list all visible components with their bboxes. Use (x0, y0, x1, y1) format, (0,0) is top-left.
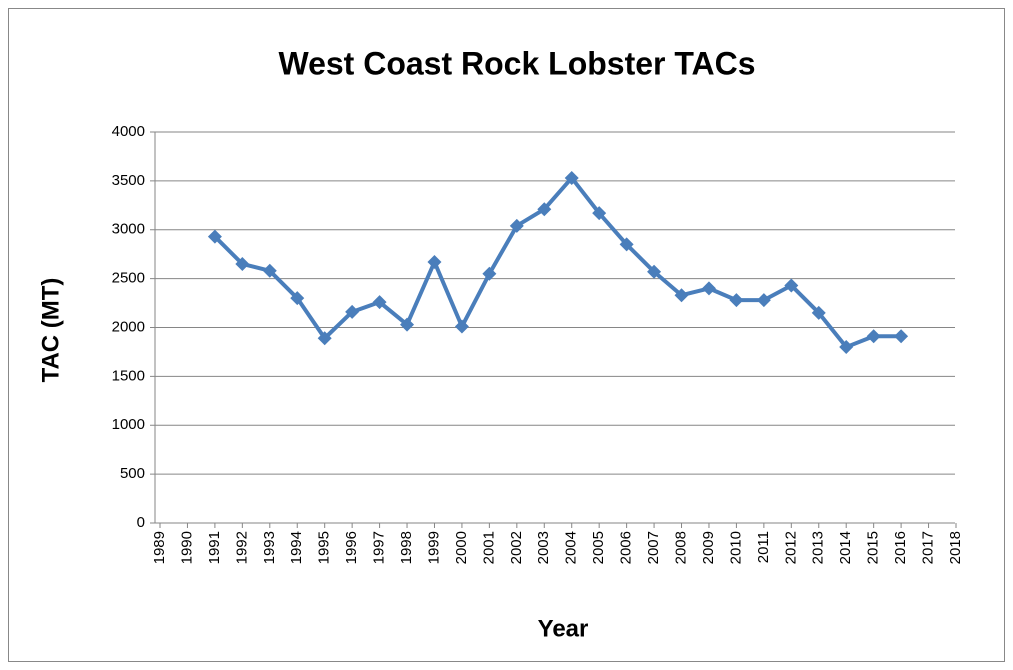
data-point (647, 264, 662, 279)
data-point (839, 340, 854, 355)
x-tick-label: 2011 (755, 531, 772, 563)
y-tick-label: 1000 (112, 416, 145, 433)
data-point (674, 288, 689, 303)
y-axis-label: TAC (MT) (37, 278, 64, 383)
x-tick-label: 2006 (618, 531, 635, 564)
x-tick-label: 2000 (453, 531, 470, 564)
data-point (207, 229, 222, 244)
data-point (262, 263, 277, 278)
x-tick-label: 2009 (700, 531, 717, 564)
x-tick-label: 2014 (837, 531, 854, 564)
x-tick-label: 2008 (672, 531, 689, 564)
data-point (537, 202, 552, 217)
data-point (592, 206, 607, 221)
data-point (454, 319, 469, 334)
x-tick-label: 1989 (151, 531, 168, 564)
x-tick-label: 2016 (892, 531, 909, 564)
x-tick-label: 1999 (425, 531, 442, 564)
chart-title: West Coast Rock Lobster TACs (278, 45, 755, 81)
data-point (427, 255, 442, 270)
data-point (729, 293, 744, 308)
x-tick-label: 1993 (261, 531, 278, 564)
y-tick-label: 2000 (112, 318, 145, 335)
data-point (290, 291, 305, 306)
x-tick-label: 2004 (563, 531, 580, 564)
x-tick-label: 1990 (178, 531, 195, 564)
data-point (345, 304, 360, 319)
x-tick-label: 1996 (343, 531, 360, 564)
y-tick-label: 3500 (112, 172, 145, 189)
data-point (866, 329, 881, 344)
data-line (213, 175, 902, 350)
x-tick-label: 1991 (206, 531, 223, 564)
data-point (509, 218, 524, 233)
x-tick-label: 2005 (590, 531, 607, 564)
x-tick-label: 1998 (398, 531, 415, 564)
data-point (619, 237, 634, 252)
data-point (784, 278, 799, 293)
y-tick-label: 500 (120, 465, 145, 482)
x-tick-label: 2010 (727, 531, 744, 564)
x-tick-label: 2002 (508, 531, 525, 564)
data-point (894, 329, 909, 344)
x-tick-label: 1994 (288, 531, 305, 564)
data-point (372, 295, 387, 310)
x-tick-label: 2013 (810, 531, 827, 564)
x-tick-label: 2018 (947, 531, 964, 564)
data-point (317, 331, 332, 346)
x-tick-label: 2017 (920, 531, 937, 564)
y-tick-label: 2500 (112, 270, 145, 287)
y-tick-label: 1500 (112, 367, 145, 384)
x-tick-label: 2001 (480, 531, 497, 564)
x-tick-label: 1992 (233, 531, 250, 564)
data-point (400, 317, 415, 332)
x-tick-label: 2007 (645, 531, 662, 564)
data-point (756, 293, 771, 308)
data-point (564, 170, 579, 185)
data-point (482, 266, 497, 281)
y-tick-label: 0 (137, 514, 145, 531)
data-point (811, 305, 826, 320)
x-tick-label: 2015 (865, 531, 882, 564)
y-tick-label: 4000 (112, 123, 145, 140)
x-tick-label: 2003 (535, 531, 552, 564)
x-tick-label: 2012 (782, 531, 799, 564)
x-axis-label: Year (538, 615, 589, 642)
x-tick-label: 1995 (316, 531, 333, 564)
y-tick-label: 3000 (112, 221, 145, 238)
data-point (701, 281, 716, 296)
data-point (235, 256, 250, 271)
x-tick-label: 1997 (371, 531, 388, 564)
